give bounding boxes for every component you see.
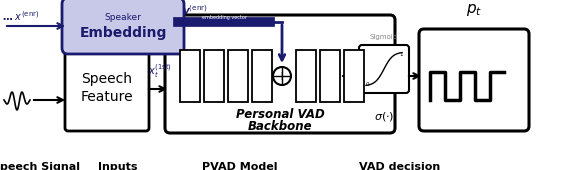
Text: VAD decision: VAD decision <box>359 162 441 170</box>
Text: 0: 0 <box>365 82 369 88</box>
Text: $\mathbf{\ldots}\ x^{(\mathrm{enr})}$: $\mathbf{\ldots}\ x^{(\mathrm{enr})}$ <box>2 9 39 23</box>
Text: $\sigma(\cdot)$: $\sigma(\cdot)$ <box>374 110 394 123</box>
Bar <box>228 50 248 102</box>
Bar <box>180 50 200 102</box>
Text: 1: 1 <box>399 53 403 57</box>
Bar <box>252 50 272 102</box>
Text: Speaker: Speaker <box>105 13 142 21</box>
Text: $x_t^{(\mathrm{1st})}$: $x_t^{(\mathrm{1st})}$ <box>148 62 172 80</box>
Bar <box>204 50 224 102</box>
Text: Sigmoid: Sigmoid <box>370 34 398 40</box>
Text: Embedding: Embedding <box>79 26 167 40</box>
Text: Personal VAD: Personal VAD <box>235 107 324 121</box>
Text: $p_t$: $p_t$ <box>466 2 482 18</box>
Text: $+$: $+$ <box>277 70 288 82</box>
Text: Backbone: Backbone <box>248 120 312 132</box>
Text: embedding vector: embedding vector <box>202 14 247 20</box>
FancyBboxPatch shape <box>359 45 409 93</box>
Text: Speech: Speech <box>81 72 133 86</box>
FancyBboxPatch shape <box>62 0 184 54</box>
Text: Inputs: Inputs <box>98 162 138 170</box>
Text: $\boldsymbol{v}^{(\mathrm{enr})}$: $\boldsymbol{v}^{(\mathrm{enr})}$ <box>182 3 208 17</box>
Text: PVAD Model: PVAD Model <box>202 162 278 170</box>
Bar <box>296 50 316 102</box>
Bar <box>320 50 340 102</box>
FancyBboxPatch shape <box>419 29 529 131</box>
Bar <box>344 50 364 102</box>
Text: Feature: Feature <box>81 90 133 104</box>
FancyBboxPatch shape <box>165 15 395 133</box>
Text: Speech Signal: Speech Signal <box>0 162 80 170</box>
Circle shape <box>273 67 291 85</box>
FancyBboxPatch shape <box>65 47 149 131</box>
